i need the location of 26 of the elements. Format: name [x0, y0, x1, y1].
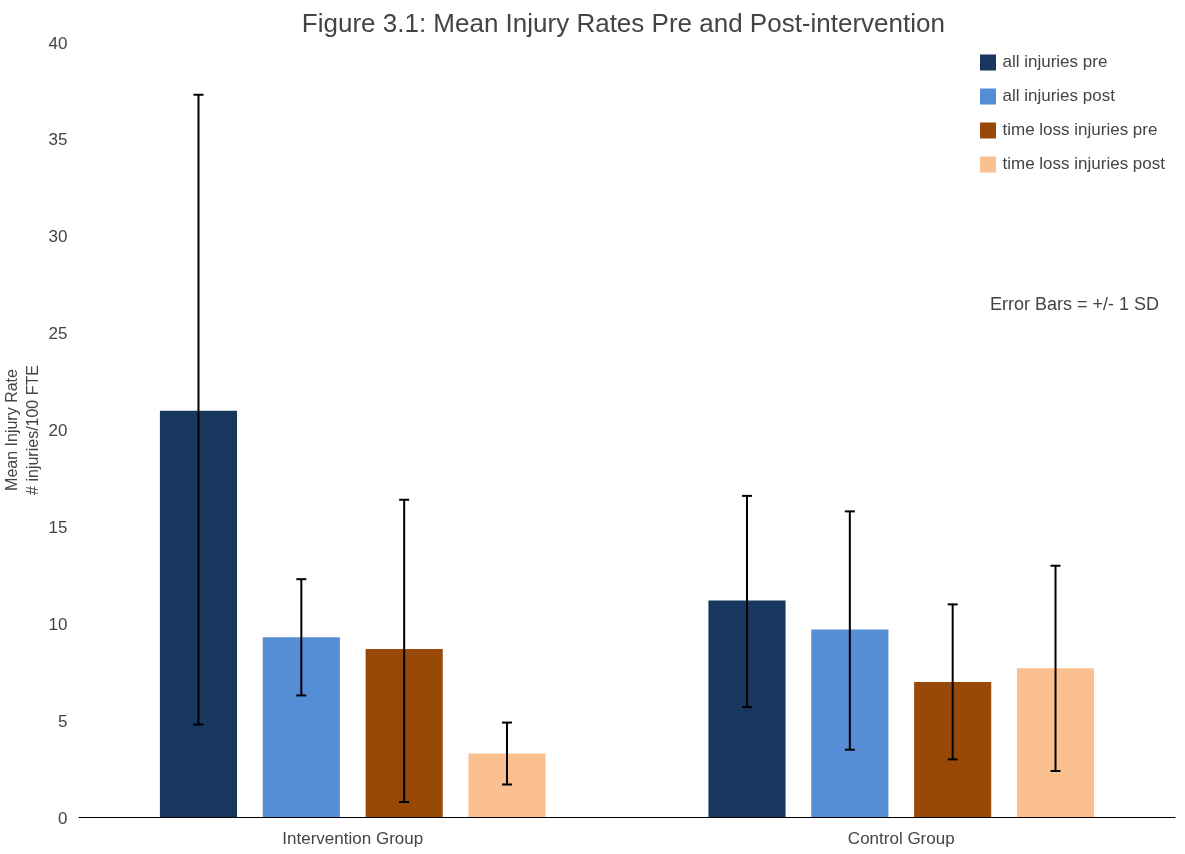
legend-label: all injuries post — [1002, 86, 1115, 106]
bar — [468, 753, 546, 818]
y-axis-title: Mean Injury Rate # injuries/100 FTE — [3, 365, 41, 495]
y-tick-label: 40 — [48, 33, 68, 53]
y-tick-label: 5 — [58, 711, 68, 731]
chart-title: Figure 3.1: Mean Injury Rates Pre and Post-intervention — [301, 7, 945, 38]
annotation: Error Bars = +/- 1 SD — [990, 293, 1160, 314]
legend-label: time loss injuries pre — [1002, 120, 1158, 140]
y-tick-label: 25 — [48, 324, 68, 344]
y-tick-label: 15 — [48, 517, 68, 537]
bar — [811, 629, 889, 818]
y-tick-label: 35 — [48, 130, 68, 150]
y-tick-label: 10 — [48, 614, 68, 634]
bar — [262, 637, 340, 818]
x-tick-label: Intervention Group — [282, 828, 424, 848]
y-tick-label: 0 — [58, 808, 68, 828]
bar — [708, 600, 786, 818]
bar — [1016, 668, 1095, 818]
legend-label: all injuries pre — [1002, 52, 1108, 72]
bar — [365, 648, 443, 818]
x-tick-label: Control Group — [847, 828, 955, 848]
bar — [914, 681, 992, 818]
y-tick-label: 20 — [48, 421, 68, 440]
bar — [159, 410, 238, 818]
y-tick-label: 30 — [48, 227, 68, 247]
legend-label: time loss injuries post — [1002, 154, 1165, 174]
